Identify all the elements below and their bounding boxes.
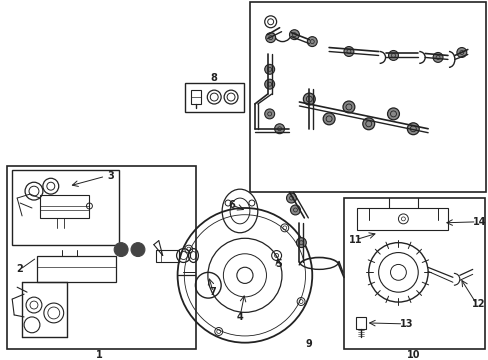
Circle shape [323, 113, 334, 125]
Text: 5: 5 [275, 260, 282, 269]
Circle shape [264, 79, 274, 89]
Circle shape [303, 93, 315, 105]
Circle shape [362, 118, 374, 130]
Circle shape [306, 37, 317, 46]
Circle shape [264, 109, 274, 119]
Bar [343, 198, 484, 348]
Circle shape [289, 30, 299, 40]
Bar [12, 170, 119, 245]
Circle shape [388, 50, 398, 60]
Circle shape [387, 108, 399, 120]
Circle shape [342, 101, 354, 113]
Text: 9: 9 [305, 339, 312, 349]
Text: 12: 12 [471, 299, 485, 309]
Text: 6: 6 [228, 200, 235, 210]
Circle shape [290, 205, 300, 215]
Circle shape [296, 238, 305, 248]
Circle shape [343, 46, 353, 57]
Circle shape [407, 123, 418, 135]
Text: 7: 7 [209, 287, 216, 297]
Text: 1: 1 [96, 350, 102, 360]
Text: 10: 10 [406, 350, 419, 360]
Bar [184, 83, 244, 112]
Text: 2: 2 [17, 264, 23, 274]
Text: 14: 14 [472, 217, 486, 227]
Bar [191, 90, 201, 104]
Bar [7, 166, 196, 348]
Text: 13: 13 [399, 319, 412, 329]
Bar [356, 208, 447, 230]
Bar [156, 249, 178, 262]
Bar [355, 317, 365, 329]
Text: 11: 11 [348, 235, 362, 245]
Circle shape [274, 124, 284, 134]
Circle shape [114, 243, 128, 257]
Bar [37, 256, 116, 282]
Circle shape [456, 48, 466, 58]
Text: 3: 3 [108, 171, 114, 181]
Bar [249, 2, 485, 192]
Bar [40, 195, 89, 218]
Text: 4: 4 [236, 312, 243, 322]
Circle shape [131, 243, 144, 257]
Text: 8: 8 [210, 73, 217, 83]
Circle shape [432, 53, 442, 62]
Circle shape [264, 64, 274, 74]
Circle shape [265, 33, 275, 42]
Circle shape [286, 193, 296, 203]
